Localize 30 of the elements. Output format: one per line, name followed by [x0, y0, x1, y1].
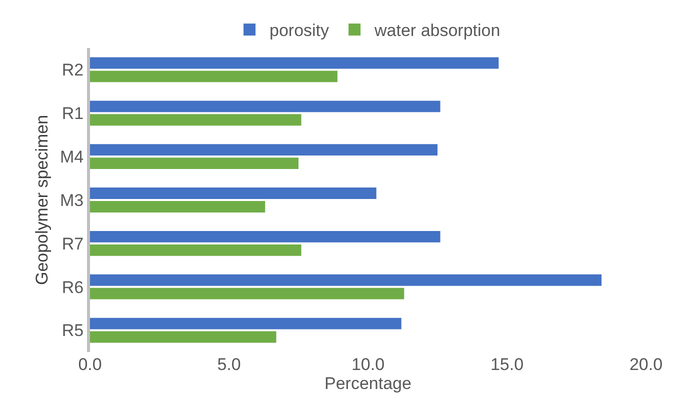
y-tick-label: M4 [60, 148, 84, 167]
bar [90, 70, 338, 82]
y-tick-label: R1 [62, 104, 84, 124]
bar [90, 288, 404, 300]
bar [90, 230, 440, 242]
y-tick-label: R2 [62, 60, 84, 80]
x-tick-label: 20.0 [629, 355, 663, 374]
legend-label: water absorption [374, 21, 500, 40]
bar [90, 158, 298, 170]
y-tick-label: R7 [62, 234, 84, 254]
bar [90, 201, 266, 212]
y-tick-label: R5 [62, 321, 84, 340]
y-tick-label: M3 [60, 190, 84, 210]
y-axis-title: Geopolymer specimen [32, 114, 52, 286]
bar [90, 57, 499, 69]
bar [90, 331, 276, 343]
x-tick-label: 10.0 [351, 355, 385, 374]
bar [90, 188, 376, 199]
bar [90, 274, 602, 286]
bar [90, 244, 302, 256]
bar [90, 100, 440, 112]
legend-label: porosity [270, 21, 330, 40]
bar [90, 318, 402, 330]
bar [90, 144, 438, 156]
x-axis-title: Percentage [324, 374, 412, 393]
x-tick-label: 15.0 [490, 355, 524, 374]
x-tick-label: 5.0 [217, 355, 241, 374]
bar [90, 114, 302, 126]
x-tick-label: 0.0 [78, 355, 102, 374]
y-tick-label: R6 [62, 278, 84, 297]
